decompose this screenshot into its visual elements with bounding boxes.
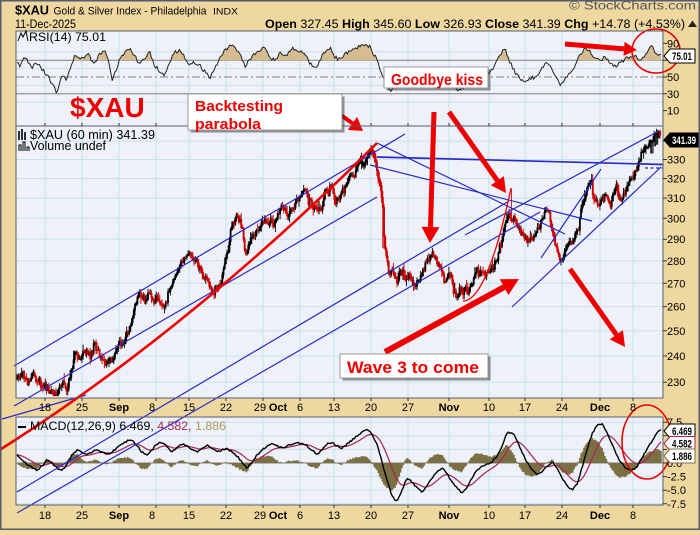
svg-text:-2.5: -2.5 xyxy=(667,472,686,484)
svg-text:24: 24 xyxy=(556,510,568,522)
svg-text:20: 20 xyxy=(365,402,377,414)
svg-text:-7.5: -7.5 xyxy=(667,499,686,511)
svg-text:20: 20 xyxy=(365,510,377,522)
svg-text:8: 8 xyxy=(149,510,155,522)
svg-text:29: 29 xyxy=(254,510,266,522)
svg-text:13: 13 xyxy=(328,402,340,414)
svg-text:27: 27 xyxy=(402,402,414,414)
svg-text:75.01: 75.01 xyxy=(672,51,692,63)
svg-text:300: 300 xyxy=(667,213,685,225)
svg-text:8: 8 xyxy=(630,510,636,522)
svg-text:4.582: 4.582 xyxy=(672,439,692,451)
svg-text:Dec: Dec xyxy=(590,510,610,522)
svg-text:6.469: 6.469 xyxy=(672,426,692,438)
svg-text:230: 230 xyxy=(667,377,685,389)
svg-text:22: 22 xyxy=(220,510,232,522)
svg-text:27: 27 xyxy=(402,510,414,522)
svg-text:310: 310 xyxy=(667,193,685,205)
svg-text:10: 10 xyxy=(483,510,495,522)
svg-text:$XAU: $XAU xyxy=(15,3,49,18)
svg-text:30: 30 xyxy=(667,89,679,101)
svg-text:50: 50 xyxy=(667,72,679,84)
svg-text:8: 8 xyxy=(630,402,636,414)
svg-text:parabola: parabola xyxy=(195,116,262,133)
svg-text:13: 13 xyxy=(328,510,340,522)
svg-text:Dec: Dec xyxy=(590,402,610,414)
svg-text:8: 8 xyxy=(149,402,155,414)
svg-text:22: 22 xyxy=(220,402,232,414)
svg-text:341.39: 341.39 xyxy=(672,135,696,147)
svg-text:Nov: Nov xyxy=(439,402,461,414)
svg-text:10: 10 xyxy=(483,402,495,414)
svg-text:10: 10 xyxy=(667,106,679,118)
svg-text:© StockCharts.com: © StockCharts.com xyxy=(569,1,696,13)
svg-text:6: 6 xyxy=(297,402,303,414)
svg-text:Wave 3 to come: Wave 3 to come xyxy=(347,358,479,377)
svg-text:RSI(14) 75.01: RSI(14) 75.01 xyxy=(29,30,106,44)
svg-text:320: 320 xyxy=(667,173,685,185)
svg-text:Open 327.45 High 345.60 Low 32: Open 327.45 High 345.60 Low 326.93 Close… xyxy=(265,19,685,31)
svg-text:Gold & Silver Index - Philadel: Gold & Silver Index - Philadelphia xyxy=(54,6,208,18)
svg-text:6: 6 xyxy=(297,510,303,522)
svg-text:Oct: Oct xyxy=(269,510,288,522)
svg-text:MACD(12,26,9) 6.469, 4.582, 1.: MACD(12,26,9) 6.469, 4.582, 1.886 xyxy=(30,419,226,433)
svg-text:1.886: 1.886 xyxy=(672,451,692,463)
svg-text:240: 240 xyxy=(667,351,685,363)
svg-text:15: 15 xyxy=(183,510,195,522)
svg-text:Oct: Oct xyxy=(269,402,288,414)
svg-text:18: 18 xyxy=(39,402,51,414)
svg-text:$XAU: $XAU xyxy=(70,92,145,123)
svg-text:Backtesting: Backtesting xyxy=(195,98,283,115)
svg-text:18: 18 xyxy=(39,510,51,522)
svg-text:24: 24 xyxy=(556,402,568,414)
svg-text:Volume undef: Volume undef xyxy=(30,139,107,153)
svg-text:330: 330 xyxy=(667,155,685,167)
svg-text:-5.0: -5.0 xyxy=(667,485,686,497)
svg-text:$XAU (60 min) 341.39: $XAU (60 min) 341.39 xyxy=(30,128,155,142)
svg-text:29: 29 xyxy=(254,402,266,414)
svg-text:25: 25 xyxy=(76,402,88,414)
svg-text:17: 17 xyxy=(519,510,531,522)
svg-text:Sep: Sep xyxy=(109,402,129,414)
svg-text:15: 15 xyxy=(183,402,195,414)
svg-text:270: 270 xyxy=(667,278,685,290)
svg-text:17: 17 xyxy=(519,402,531,414)
svg-text:11-Dec-2025: 11-Dec-2025 xyxy=(15,19,76,31)
svg-text:Nov: Nov xyxy=(439,510,461,522)
svg-text:Sep: Sep xyxy=(109,510,129,522)
svg-text:250: 250 xyxy=(667,326,685,338)
svg-text:260: 260 xyxy=(667,302,685,314)
svg-text:290: 290 xyxy=(667,234,685,246)
svg-text:Goodbye kiss: Goodbye kiss xyxy=(391,72,483,89)
svg-text:25: 25 xyxy=(76,510,88,522)
svg-text:280: 280 xyxy=(667,256,685,268)
svg-text:90: 90 xyxy=(667,38,679,50)
svg-text:INDX: INDX xyxy=(213,7,239,18)
